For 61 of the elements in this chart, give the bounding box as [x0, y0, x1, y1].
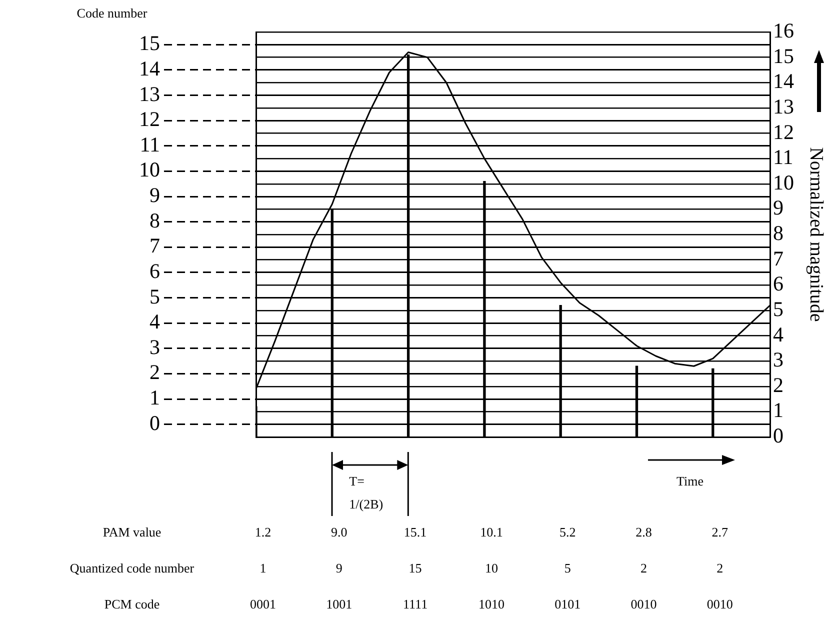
text: T= 1/(2B)	[349, 473, 384, 512]
text: 10	[484, 560, 498, 576]
text: 1111	[403, 596, 428, 612]
y-tick-label: 10	[139, 158, 160, 182]
y2-tick-label: 8	[773, 221, 784, 246]
data-label: 1.2	[254, 524, 272, 540]
y-tick-label: 7	[150, 234, 160, 258]
y-axis-title: Code number	[76, 5, 148, 20]
y2-tick-label: 1	[773, 398, 784, 422]
y2-tick-label: 16	[773, 18, 794, 43]
y2-tick-label: 13	[773, 94, 794, 118]
y2-tick-label: 9	[773, 196, 784, 220]
y-tick-label: 3	[150, 334, 160, 359]
y2-tick-label: 7	[773, 246, 784, 270]
text: 0010	[630, 596, 657, 612]
text: 1001	[326, 596, 352, 612]
y2-tick-label: 12	[773, 120, 794, 144]
y-tick-label: 5	[150, 284, 160, 308]
text: 1	[260, 560, 266, 576]
y-tick-label: 8	[150, 208, 160, 232]
data-label: 5.2	[559, 524, 576, 540]
y-tick-label: 6	[150, 258, 160, 283]
y2-tick-label: 6	[773, 272, 784, 296]
data-label: 10.1	[480, 524, 503, 540]
y-tick-label: 13	[139, 82, 160, 106]
text: 0101	[554, 596, 581, 612]
y-tick-label: 0	[150, 410, 160, 435]
y2-axis-title: Normalized magnitude	[806, 147, 827, 322]
y-tick-label: 15	[139, 31, 160, 56]
y-tick-label: 9	[150, 183, 160, 208]
y2-tick-label: 5	[773, 296, 784, 321]
data-label: 2.8	[636, 524, 652, 540]
y-tick-label: 12	[139, 107, 160, 132]
y-tick-label: 14	[139, 56, 160, 80]
y2-tick-label: 15	[773, 44, 794, 68]
y-tick-label: 11	[140, 132, 160, 156]
text: 2	[716, 560, 724, 576]
y2-tick-label: 11	[773, 145, 794, 170]
y-tick-label: 2	[150, 360, 160, 384]
text: 2	[640, 560, 647, 576]
y2-tick-label: 0	[773, 424, 784, 448]
y2-tick-label: 4	[773, 322, 784, 346]
data-label: 15.1	[404, 524, 427, 540]
y2-tick-label: 2	[773, 372, 784, 397]
y2-tick-label: 10	[773, 170, 794, 194]
data-label: 9.0	[331, 524, 348, 540]
text: Quantized code number	[70, 560, 195, 576]
text: 0010	[706, 596, 733, 612]
text: PAM value	[102, 524, 162, 540]
text: 9	[336, 560, 342, 576]
text: PCM code	[104, 596, 160, 612]
y-tick-label: 4	[150, 310, 160, 334]
text: 5	[564, 560, 571, 576]
text: 0001	[250, 596, 276, 612]
y2-tick-label: 14	[773, 69, 794, 94]
text: 1010	[478, 596, 504, 612]
text: Time	[676, 473, 704, 488]
text: 15	[408, 560, 422, 576]
data-label: 2.7	[712, 524, 729, 540]
y-tick-label: 1	[150, 386, 160, 410]
y2-tick-label: 3	[773, 348, 784, 372]
